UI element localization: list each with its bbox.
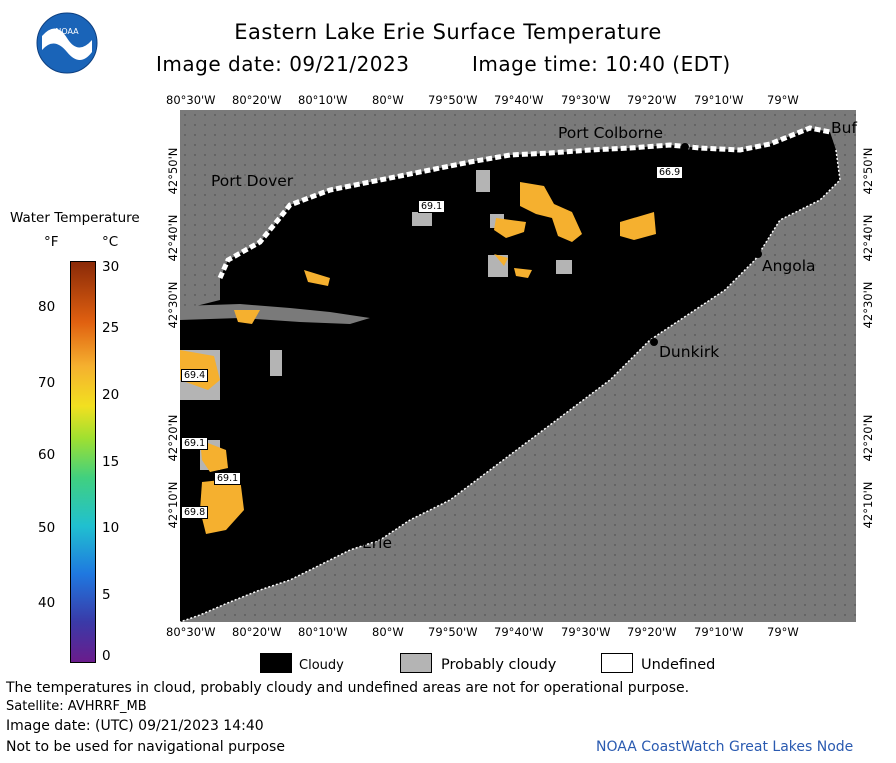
temp-label: 69.4 <box>181 369 208 382</box>
colorbar-f-tick: 60 <box>38 447 55 463</box>
utc-date: Image date: (UTC) 09/21/2023 14:40 <box>6 718 264 734</box>
colorbar-f-tick: 50 <box>38 520 55 536</box>
lon-tick-bottom: 80°30'W <box>166 625 216 639</box>
legend-swatch-undefined <box>601 653 633 673</box>
legend-swatch-cloudy <box>260 653 292 673</box>
lon-tick-bottom: 80°20'W <box>232 625 282 639</box>
temp-label: 69.8 <box>181 506 208 519</box>
lat-tick-right: 42°10'N <box>861 475 875 535</box>
colorbar-c-tick: 0 <box>102 648 111 664</box>
colorbar-c-tick: 10 <box>102 520 119 536</box>
temp-label: 69.1 <box>214 472 241 485</box>
colorbar-c-tick: 25 <box>102 320 119 336</box>
colorbar-c-tick: 20 <box>102 387 119 403</box>
place-dunkirk: Dunkirk <box>659 343 719 361</box>
credit: NOAA CoastWatch Great Lakes Node <box>596 739 853 755</box>
temp-label: 66.9 <box>656 166 683 179</box>
colorbar-f-tick: 80 <box>38 299 55 315</box>
disclaimer: The temperatures in cloud, probably clou… <box>6 680 689 696</box>
lon-tick-bottom: 79°50'W <box>428 625 478 639</box>
lon-tick-top: 80°W <box>372 93 404 107</box>
lon-tick-bottom: 79°10'W <box>694 625 744 639</box>
lon-tick-top: 80°30'W <box>166 93 216 107</box>
lon-tick-top: 79°30'W <box>561 93 611 107</box>
place-port-dover: Port Dover <box>211 172 293 190</box>
nav-note: Not to be used for navigational purpose <box>6 739 285 755</box>
colorbar-title: Water Temperature <box>10 210 140 226</box>
place-erie: Erie <box>362 534 392 552</box>
colorbar-c-tick: 5 <box>102 587 111 603</box>
lat-tick-left: 42°30'N <box>166 275 180 335</box>
lon-tick-top: 80°10'W <box>298 93 348 107</box>
legend-swatch-probably-cloudy <box>400 653 432 673</box>
lat-tick-left: 42°40'N <box>166 208 180 268</box>
lat-tick-left: 42°20'N <box>166 408 180 468</box>
lat-tick-right: 42°30'N <box>861 275 875 335</box>
map-title: Eastern Lake Erie Surface Temperature <box>0 20 896 44</box>
lon-tick-bottom: 79°30'W <box>561 625 611 639</box>
lon-tick-bottom: 79°W <box>767 625 799 639</box>
lat-tick-left: 42°10'N <box>166 475 180 535</box>
colorbar-c-tick: 15 <box>102 454 119 470</box>
image-date: Image date: 09/21/2023 <box>156 52 409 76</box>
lat-tick-right: 42°40'N <box>861 208 875 268</box>
lon-tick-top: 80°20'W <box>232 93 282 107</box>
satellite: Satellite: AVHRRF_MB <box>6 699 147 714</box>
lat-tick-right: 42°50'N <box>861 141 875 201</box>
legend-probably-cloudy: Probably cloudy <box>441 657 556 673</box>
lon-tick-top: 79°W <box>767 93 799 107</box>
lon-tick-bottom: 80°10'W <box>298 625 348 639</box>
colorbar-unit-c: °C <box>102 234 118 250</box>
place-buffalo: Buf <box>831 119 857 137</box>
lon-tick-top: 79°20'W <box>627 93 677 107</box>
place-port-colborne: Port Colborne <box>558 124 663 142</box>
lon-tick-bottom: 80°W <box>372 625 404 639</box>
image-time: Image time: 10:40 (EDT) <box>472 52 731 76</box>
legend-undefined: Undefined <box>641 657 715 673</box>
colorbar-c-tick: 30 <box>102 259 119 275</box>
lon-tick-bottom: 79°40'W <box>494 625 544 639</box>
colorbar-f-tick: 40 <box>38 595 55 611</box>
lon-tick-bottom: 79°20'W <box>627 625 677 639</box>
legend-cloudy: Cloudy <box>299 658 344 673</box>
colorbar <box>70 261 96 663</box>
lon-tick-top: 79°50'W <box>428 93 478 107</box>
temp-label: 69.1 <box>181 437 208 450</box>
lon-tick-top: 79°10'W <box>694 93 744 107</box>
colorbar-f-tick: 70 <box>38 375 55 391</box>
temp-label: 69.1 <box>418 200 445 213</box>
lon-tick-top: 79°40'W <box>494 93 544 107</box>
place-angola: Angola <box>762 257 816 275</box>
colorbar-unit-f: °F <box>44 234 59 250</box>
lat-tick-left: 42°50'N <box>166 141 180 201</box>
lat-tick-right: 42°20'N <box>861 408 875 468</box>
